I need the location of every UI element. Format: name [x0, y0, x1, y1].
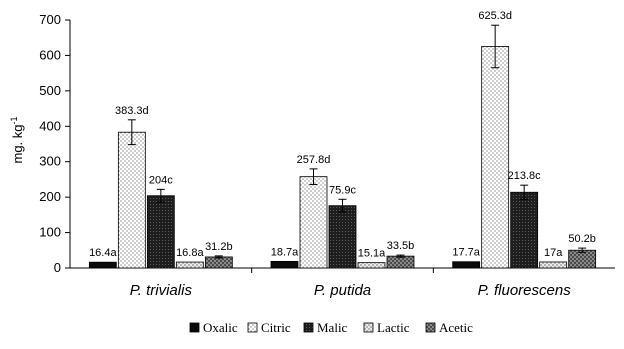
data-label-malic-2: 75.9c — [329, 184, 356, 196]
error-bar-malic-2 — [338, 198, 347, 213]
error-bar-citric-1 — [127, 119, 136, 146]
error-bar-acetic-2 — [396, 254, 405, 258]
data-label-lactic-2: 15.1a — [358, 248, 386, 260]
y-tick-label: 300 — [39, 154, 61, 169]
bar-citric-2 — [299, 176, 328, 269]
error-bars — [127, 24, 587, 259]
legend-item-lactic: Lactic — [363, 320, 410, 335]
bar-oxalic-1 — [88, 261, 117, 269]
data-label-citric-2: 257.8d — [297, 154, 331, 166]
bar-malic-1 — [146, 195, 175, 269]
bar-acetic-3 — [568, 249, 597, 269]
bar-lactic-1 — [175, 261, 204, 269]
y-tick-label: 600 — [39, 47, 61, 62]
legend-item-citric: Citric — [247, 320, 291, 335]
error-bar-citric-3 — [491, 24, 500, 69]
svg-text:mg. kg-1: mg. kg-1 — [9, 116, 25, 163]
data-label-acetic-2: 33.5b — [387, 240, 415, 252]
bar-acetic-1 — [204, 256, 233, 269]
data-label-malic-1: 204c — [149, 174, 173, 186]
bars — [88, 46, 597, 269]
legend-swatch — [425, 322, 436, 333]
category-label: P. trivialis — [130, 282, 193, 299]
legend-label: Oxalic — [203, 320, 238, 335]
y-tick-label: 0 — [54, 260, 61, 275]
data-label-malic-3: 213.8c — [508, 170, 542, 182]
legend-swatch — [363, 322, 374, 333]
y-axis-label-text: mg. kg — [10, 125, 25, 164]
y-ticks: 0 100 200 300 400 500 600 700 — [39, 12, 70, 275]
category-labels: P. trivialis P. putida P. fluorescens — [130, 282, 572, 299]
bar-oxalic-3 — [452, 261, 481, 269]
data-label-lactic-1: 16.8a — [176, 247, 204, 259]
y-tick-label: 500 — [39, 83, 61, 98]
data-label-citric-1: 383.3d — [115, 105, 149, 117]
bar-lactic-3 — [539, 261, 568, 269]
bar-malic-2 — [328, 205, 357, 269]
y-tick-label: 200 — [39, 189, 61, 204]
error-bar-citric-2 — [309, 168, 318, 185]
legend-swatch — [189, 322, 200, 333]
y-axis-label-superscript: -1 — [9, 116, 19, 124]
y-tick-label: 100 — [39, 225, 61, 240]
bar-citric-3 — [481, 46, 510, 269]
bar-oxalic-2 — [270, 260, 299, 269]
legend-label: Lactic — [377, 320, 410, 335]
legend-item-acetic: Acetic — [425, 320, 473, 335]
data-label-oxalic-2: 18.7a — [271, 246, 299, 258]
legend-item-oxalic: Oxalic — [189, 320, 238, 335]
bar-malic-3 — [510, 191, 539, 269]
data-label-citric-3: 625.3d — [478, 10, 512, 22]
legend-label: Acetic — [439, 320, 473, 335]
bar-citric-1 — [117, 131, 146, 269]
legend-label: Citric — [261, 320, 291, 335]
data-label-acetic-1: 31.2b — [205, 241, 233, 253]
category-label: P. putida — [314, 282, 371, 299]
error-bar-acetic-3 — [578, 247, 587, 253]
legend-swatch — [247, 322, 258, 333]
legend-swatch — [303, 322, 314, 333]
bar-acetic-2 — [386, 255, 415, 269]
y-tick-label: 400 — [39, 118, 61, 133]
legend-item-malic: Malic — [303, 320, 348, 335]
category-label: P. fluorescens — [478, 282, 572, 299]
legend: Oxalic Citric Malic Lactic Acetic — [189, 320, 473, 335]
error-bar-malic-1 — [156, 188, 165, 203]
error-bar-malic-3 — [520, 184, 529, 200]
bar-lactic-2 — [357, 262, 386, 269]
y-tick-label: 700 — [39, 12, 61, 27]
data-label-oxalic-3: 17.7a — [452, 247, 480, 259]
data-label-acetic-3: 50.2b — [568, 233, 596, 245]
y-axis-label: mg. kg-1 — [9, 116, 25, 163]
legend-label: Malic — [317, 320, 348, 335]
data-label-oxalic-1: 16.4a — [89, 247, 117, 259]
data-label-lactic-3: 17a — [544, 247, 563, 259]
error-bar-acetic-1 — [214, 255, 223, 259]
